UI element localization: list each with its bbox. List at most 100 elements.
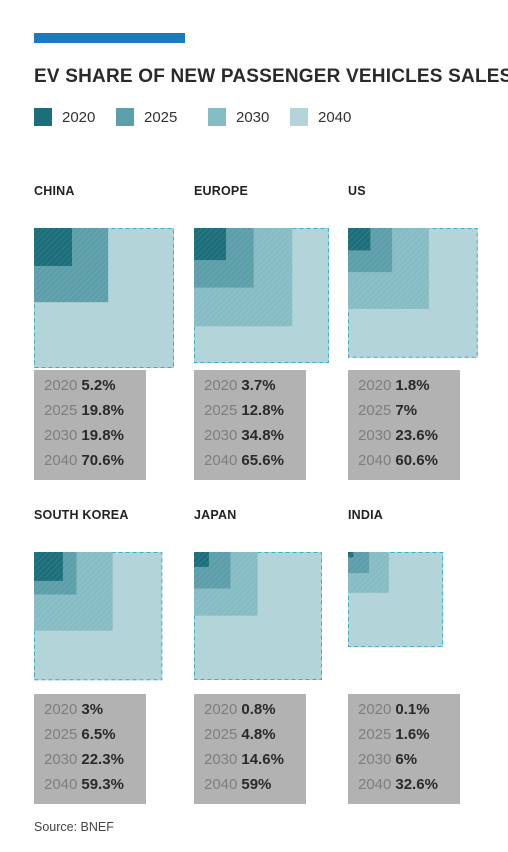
legend-label-2040: 2040 [318, 108, 352, 126]
stat-year: 2030 [358, 751, 392, 768]
stat-value: 6% [395, 751, 418, 768]
legend-item-2020: 2020 [34, 108, 95, 126]
stat-value: 34.8% [241, 427, 284, 444]
stat-value: 59.3% [81, 776, 124, 793]
stat-year: 2020 [358, 701, 392, 718]
stat-year: 2040 [204, 452, 238, 469]
stat-row-south-korea-2025: 2025 6.5% [44, 726, 116, 743]
stat-row-europe-2030: 2030 34.8% [204, 427, 284, 444]
legend-item-2040: 2040 [290, 108, 351, 126]
stat-value: 6.5% [81, 726, 116, 743]
outline-india-2040 [348, 552, 444, 648]
stat-year: 2030 [204, 751, 238, 768]
stat-value: 19.8% [81, 402, 124, 419]
stat-value: 1.8% [395, 377, 430, 394]
stat-row-china-2020: 2020 5.2% [44, 377, 116, 394]
stat-row-south-korea-2040: 2040 59.3% [44, 776, 124, 793]
legend-label-2020: 2020 [62, 108, 96, 126]
stat-row-japan-2020: 2020 0.8% [204, 701, 276, 718]
stats-box-china: 2020 5.2% 2025 19.8% 2030 19.8% 2040 70.6% [34, 370, 146, 480]
stat-row-india-2020: 2020 0.1% [358, 701, 430, 718]
stat-row-europe-2040: 2040 65.6% [204, 452, 284, 469]
hatch-india-2020 [348, 552, 354, 558]
stat-year: 2020 [204, 701, 238, 718]
legend-label-2030: 2030 [236, 108, 270, 126]
stats-box-europe: 2020 3.7% 2025 12.8% 2030 34.8% 2040 65.6% [194, 370, 306, 480]
stat-row-china-2040: 2040 70.6% [44, 452, 124, 469]
hatch-south-korea-2020 [34, 552, 63, 581]
legend-item-2030: 2030 [208, 108, 269, 126]
hatch-us-2020 [348, 228, 371, 251]
stat-value: 4.8% [241, 726, 276, 743]
stat-value: 7% [395, 402, 418, 419]
stats-box-south-korea: 2020 3% 2025 6.5% 2030 22.3% 2040 59.3% [34, 694, 146, 804]
hatch-europe-2020 [194, 228, 227, 261]
stat-year: 2020 [44, 701, 78, 718]
stat-year: 2040 [358, 452, 392, 469]
legend-item-2025: 2025 [116, 108, 177, 126]
hatch-japan-2020 [194, 552, 209, 567]
stat-row-china-2025: 2025 19.8% [44, 402, 124, 419]
stat-year: 2040 [358, 776, 392, 793]
stat-row-india-2030: 2030 6% [358, 751, 417, 768]
stat-row-europe-2020: 2020 3.7% [204, 377, 276, 394]
panel-label-india: INDIA [348, 508, 384, 522]
stat-year: 2025 [204, 726, 238, 743]
stat-year: 2025 [358, 402, 392, 419]
panel-label-china: CHINA [34, 184, 75, 198]
stat-year: 2030 [204, 427, 238, 444]
stat-value: 59% [241, 776, 272, 793]
chart-title: EV SHARE OF NEW PASSENGER VEHICLES SALES [34, 66, 508, 87]
stat-row-japan-2025: 2025 4.8% [204, 726, 276, 743]
stat-value: 3.7% [241, 377, 276, 394]
stat-year: 2040 [44, 776, 78, 793]
legend-swatch-2030 [208, 108, 226, 126]
outline-japan-2040 [194, 552, 322, 680]
stat-value: 70.6% [81, 452, 124, 469]
source-note: Source: BNEF [34, 820, 114, 834]
stat-year: 2030 [44, 427, 78, 444]
stat-value: 14.6% [241, 751, 284, 768]
stat-value: 23.6% [395, 427, 438, 444]
stat-year: 2025 [44, 726, 78, 743]
stat-row-us-2040: 2040 60.6% [358, 452, 438, 469]
stat-value: 3% [81, 701, 104, 718]
hatch-china-2020 [34, 228, 72, 266]
stat-row-us-2020: 2020 1.8% [358, 377, 430, 394]
stat-year: 2030 [44, 751, 78, 768]
stat-year: 2025 [204, 402, 238, 419]
stat-row-china-2030: 2030 19.8% [44, 427, 124, 444]
legend-swatch-2020 [34, 108, 52, 126]
panel-label-us: US [348, 184, 366, 198]
stat-value: 5.2% [81, 377, 116, 394]
stat-row-us-2030: 2030 23.6% [358, 427, 438, 444]
stat-row-south-korea-2030: 2030 22.3% [44, 751, 124, 768]
panel-label-europe: EUROPE [194, 184, 248, 198]
stat-row-japan-2040: 2040 59% [204, 776, 271, 793]
stat-row-south-korea-2020: 2020 3% [44, 701, 103, 718]
panel-label-japan: JAPAN [194, 508, 237, 522]
panel-label-south-korea: SOUTH KOREA [34, 508, 129, 522]
stat-row-us-2025: 2025 7% [358, 402, 417, 419]
accent-bar [34, 33, 185, 43]
stat-year: 2020 [358, 377, 392, 394]
stat-year: 2025 [44, 402, 78, 419]
stat-value: 0.1% [395, 701, 430, 718]
legend-swatch-2025 [116, 108, 134, 126]
stat-year: 2020 [204, 377, 238, 394]
stat-value: 1.6% [395, 726, 430, 743]
stat-value: 0.8% [241, 701, 276, 718]
stat-row-japan-2030: 2030 14.6% [204, 751, 284, 768]
stat-row-india-2025: 2025 1.6% [358, 726, 430, 743]
stat-year: 2040 [204, 776, 238, 793]
stats-box-japan: 2020 0.8% 2025 4.8% 2030 14.6% 2040 59% [194, 694, 306, 804]
stat-value: 12.8% [241, 402, 284, 419]
stats-box-us: 2020 1.8% 2025 7% 2030 23.6% 2040 60.6% [348, 370, 460, 480]
stat-year: 2025 [358, 726, 392, 743]
stat-year: 2030 [358, 427, 392, 444]
stat-year: 2020 [44, 377, 78, 394]
legend-swatch-2040 [290, 108, 308, 126]
stat-year: 2040 [44, 452, 78, 469]
stat-value: 65.6% [241, 452, 284, 469]
